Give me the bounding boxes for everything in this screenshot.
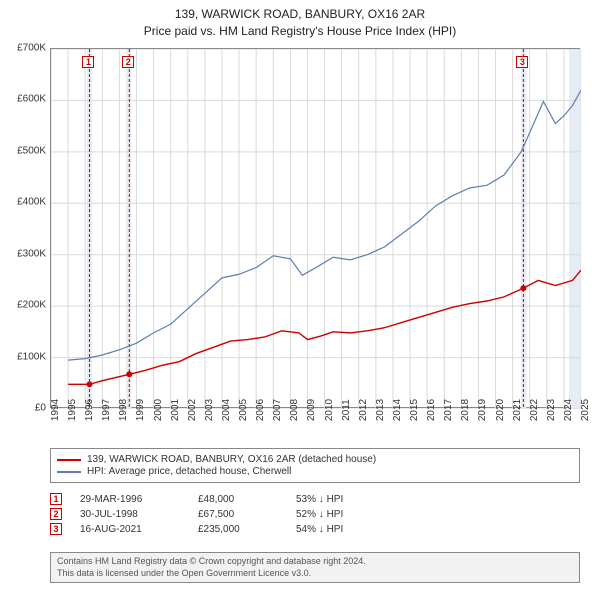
x-tick-label: 2002: [187, 399, 198, 421]
chart-plot-area: [50, 48, 580, 408]
chart-marker-3: 3: [516, 56, 528, 68]
x-tick-label: 1997: [101, 399, 112, 421]
event-marker-icon: 1: [50, 493, 62, 505]
x-tick-label: 2024: [563, 399, 574, 421]
x-tick-label: 2007: [272, 399, 283, 421]
x-tick-label: 1996: [84, 399, 95, 421]
legend-swatch-hpi: [57, 471, 81, 473]
x-tick-label: 2013: [375, 399, 386, 421]
title-line1: 139, WARWICK ROAD, BANBURY, OX16 2AR: [0, 6, 600, 23]
y-tick-label: £200K: [17, 300, 46, 311]
x-tick-label: 2003: [204, 399, 215, 421]
x-tick-label: 2008: [289, 399, 300, 421]
event-price: £48,000: [198, 494, 278, 505]
y-tick-label: £500K: [17, 145, 46, 156]
x-tick-label: 2016: [426, 399, 437, 421]
x-tick-label: 2019: [477, 399, 488, 421]
x-tick-label: 1994: [50, 399, 61, 421]
y-tick-label: £600K: [17, 94, 46, 105]
x-tick-label: 2004: [221, 399, 232, 421]
chart-marker-1: 1: [82, 56, 94, 68]
x-tick-label: 2014: [392, 399, 403, 421]
x-tick-label: 2010: [324, 399, 335, 421]
x-tick-label: 2012: [358, 399, 369, 421]
y-tick-label: £0: [35, 403, 46, 414]
chart-marker-2: 2: [122, 56, 134, 68]
x-tick-label: 2022: [529, 399, 540, 421]
x-tick-label: 2000: [153, 399, 164, 421]
x-tick-label: 2018: [460, 399, 471, 421]
event-note: 52% ↓ HPI: [296, 509, 343, 520]
legend-row: HPI: Average price, detached house, Cher…: [57, 466, 573, 477]
y-tick-label: £300K: [17, 248, 46, 259]
x-tick-label: 2015: [409, 399, 420, 421]
event-row: 1 29-MAR-1996 £48,000 53% ↓ HPI: [50, 493, 580, 505]
event-note: 54% ↓ HPI: [296, 524, 343, 535]
event-date: 16-AUG-2021: [80, 524, 180, 535]
event-marker-icon: 3: [50, 523, 62, 535]
x-tick-label: 2020: [495, 399, 506, 421]
legend-row: 139, WARWICK ROAD, BANBURY, OX16 2AR (de…: [57, 454, 573, 465]
x-tick-label: 2006: [255, 399, 266, 421]
y-tick-label: £400K: [17, 197, 46, 208]
footer-line2: This data is licensed under the Open Gov…: [57, 568, 573, 580]
y-tick-label: £700K: [17, 43, 46, 54]
legend-swatch-property: [57, 459, 81, 461]
footer-line1: Contains HM Land Registry data © Crown c…: [57, 556, 573, 568]
event-row: 2 30-JUL-1998 £67,500 52% ↓ HPI: [50, 508, 580, 520]
y-tick-label: £100K: [17, 351, 46, 362]
x-tick-label: 2011: [341, 399, 352, 421]
title-line2: Price paid vs. HM Land Registry's House …: [0, 23, 600, 40]
chart-title-block: 139, WARWICK ROAD, BANBURY, OX16 2AR Pri…: [0, 0, 600, 40]
x-tick-label: 1995: [67, 399, 78, 421]
event-date: 29-MAR-1996: [80, 494, 180, 505]
legend-label: HPI: Average price, detached house, Cher…: [87, 466, 291, 477]
event-date: 30-JUL-1998: [80, 509, 180, 520]
x-tick-label: 2005: [238, 399, 249, 421]
x-tick-label: 2017: [443, 399, 454, 421]
legend-label: 139, WARWICK ROAD, BANBURY, OX16 2AR (de…: [87, 454, 376, 465]
x-tick-label: 2001: [170, 399, 181, 421]
x-tick-label: 2009: [306, 399, 317, 421]
event-price: £67,500: [198, 509, 278, 520]
legend-box: 139, WARWICK ROAD, BANBURY, OX16 2AR (de…: [50, 448, 580, 483]
event-price: £235,000: [198, 524, 278, 535]
x-tick-label: 2023: [546, 399, 557, 421]
x-tick-label: 1999: [135, 399, 146, 421]
events-table: 1 29-MAR-1996 £48,000 53% ↓ HPI 2 30-JUL…: [50, 490, 580, 538]
event-marker-icon: 2: [50, 508, 62, 520]
footer-attribution: Contains HM Land Registry data © Crown c…: [50, 552, 580, 583]
event-note: 53% ↓ HPI: [296, 494, 343, 505]
x-tick-label: 2025: [580, 399, 591, 421]
x-tick-label: 2021: [512, 399, 523, 421]
event-row: 3 16-AUG-2021 £235,000 54% ↓ HPI: [50, 523, 580, 535]
chart-svg: [51, 49, 581, 409]
x-tick-label: 1998: [118, 399, 129, 421]
